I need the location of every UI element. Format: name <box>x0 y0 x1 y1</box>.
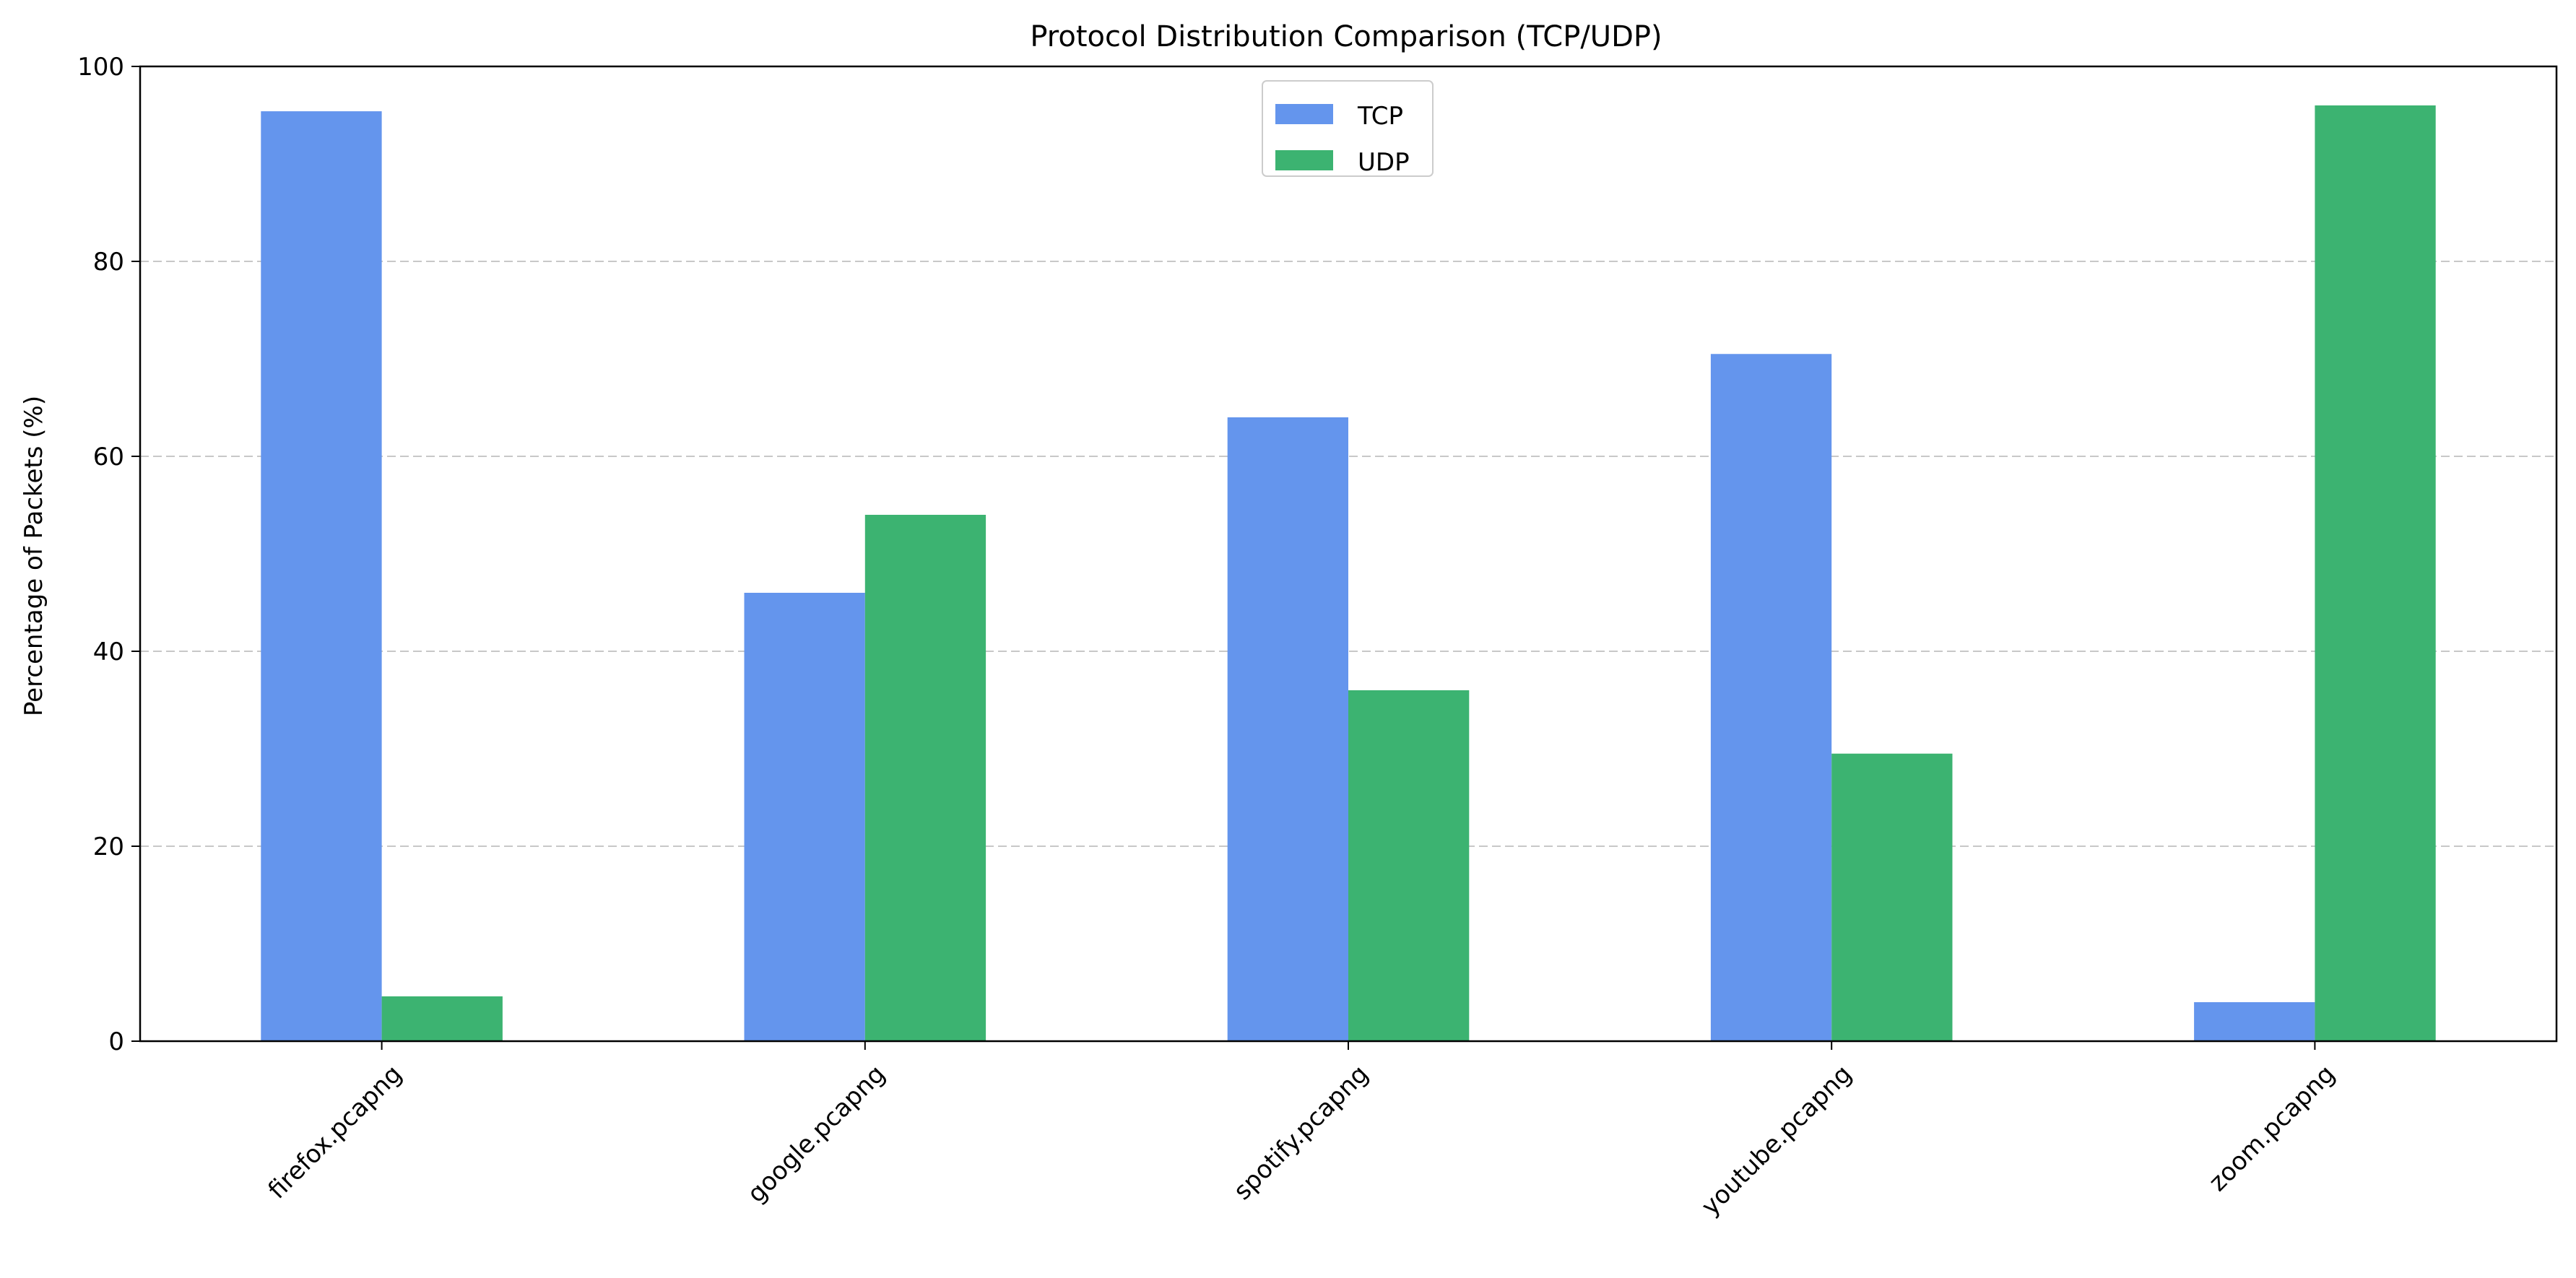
x-tick-label: spotify.pcapng <box>1228 1060 1374 1206</box>
bar-tcp-youtube <box>1710 354 1832 1041</box>
bar-tcp-spotify <box>1227 417 1348 1041</box>
y-axis-title: Percentage of Packets (%) <box>19 396 48 716</box>
y-tick-label: 100 <box>77 53 124 82</box>
bar-udp-spotify <box>1348 690 1470 1041</box>
bar-udp-zoom <box>2315 105 2436 1041</box>
bar-tcp-zoom <box>2194 1002 2315 1041</box>
x-tick-label: google.pcapng <box>742 1060 890 1209</box>
bar-udp-firefox <box>381 996 503 1041</box>
y-tick-label: 0 <box>108 1027 124 1056</box>
x-ticks: firefox.pcapng google.pcapng spotify.pcapn… <box>263 1041 2341 1221</box>
bar-udp-youtube <box>1831 753 1953 1041</box>
legend: TCP UDP <box>1262 80 1434 177</box>
legend-swatch-tcp <box>1275 104 1333 124</box>
bar-tcp-firefox <box>261 111 382 1042</box>
chart-title: Protocol Distribution Comparison (TCP/UD… <box>1030 20 1662 53</box>
bar-udp-google <box>864 515 986 1041</box>
y-ticks: 0 20 40 60 80 100 <box>77 53 140 1056</box>
y-tick-label: 60 <box>93 443 124 471</box>
bars <box>261 105 2436 1042</box>
x-tick-label: firefox.pcapng <box>263 1060 408 1205</box>
legend-swatch-udp <box>1275 150 1333 170</box>
x-tick-label: youtube.pcapng <box>1696 1060 1857 1222</box>
x-tick-label: zoom.pcapng <box>2203 1060 2341 1197</box>
y-tick-label: 40 <box>93 638 124 666</box>
y-tick-label: 80 <box>93 248 124 277</box>
legend-label-tcp: TCP <box>1357 102 1403 131</box>
y-tick-label: 20 <box>93 833 124 861</box>
legend-label-udp: UDP <box>1358 148 1410 177</box>
bar-tcp-google <box>744 593 865 1041</box>
